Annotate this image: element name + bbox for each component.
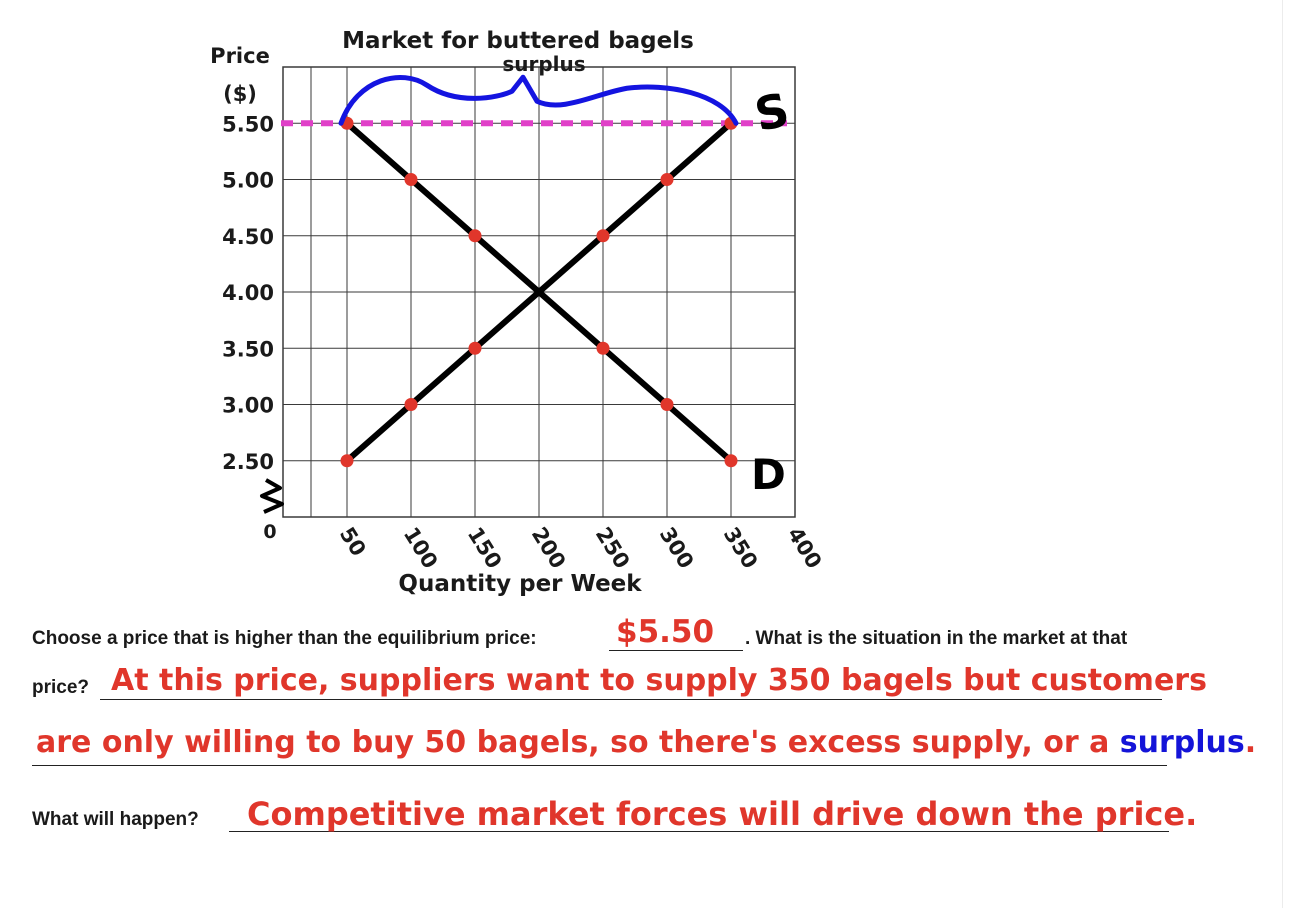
answer-line-2-end: . xyxy=(1244,725,1257,760)
data-point-d xyxy=(724,454,738,468)
answer-blank-3[interactable] xyxy=(32,765,1167,766)
answer-line-2-text: are only willing to buy 50 bagels, so th… xyxy=(36,725,1110,760)
x-tick-label: 200 xyxy=(527,523,571,573)
data-point-d xyxy=(596,341,610,355)
supply-curve-label: S xyxy=(750,82,794,142)
x-tick-label: 150 xyxy=(463,523,507,573)
demand-curve-label: D xyxy=(751,450,786,499)
y-axis-label-unit: ($) xyxy=(223,82,257,106)
y-tick-label: 3.00 xyxy=(222,394,274,418)
data-point-s xyxy=(340,454,354,468)
answer-line-2: are only willing to buy 50 bagels, so th… xyxy=(36,725,1256,760)
answer-line-1: At this price, suppliers want to supply … xyxy=(111,663,1207,698)
x-tick-label: 400 xyxy=(783,523,827,573)
question-2-prefix: price? xyxy=(32,677,90,698)
answer-blank-2[interactable] xyxy=(100,699,1162,700)
answer-equilibrium-price: $5.50 xyxy=(616,614,715,650)
question-1-suffix: . What is the situation in the market at… xyxy=(745,628,1128,649)
data-point-s xyxy=(468,341,482,355)
data-point-d xyxy=(468,229,482,243)
y-tick-label: 5.00 xyxy=(222,169,274,193)
supply-demand-chart: surplus Market for buttered bagels Price (… xyxy=(210,28,827,597)
origin-label: 0 xyxy=(263,521,276,543)
x-tick-label: 50 xyxy=(335,523,371,561)
y-axis-label: Price xyxy=(210,44,270,68)
x-axis-label: Quantity per Week xyxy=(398,571,642,597)
data-point-s xyxy=(596,229,610,243)
answer-surplus-word: surplus xyxy=(1119,725,1245,760)
axis-break-squiggle xyxy=(260,478,284,514)
annotation-layer: surplus xyxy=(338,52,739,126)
x-tick-label: 300 xyxy=(655,523,699,573)
answer-blank-1[interactable] xyxy=(609,650,743,651)
surplus-brace xyxy=(338,74,739,126)
data-point-s xyxy=(404,398,418,411)
y-tick-label: 4.50 xyxy=(222,225,274,249)
question-1-prefix: Choose a price that is higher than the e… xyxy=(32,628,537,649)
data-point-d xyxy=(660,398,674,411)
x-tick-label: 250 xyxy=(591,523,635,573)
chart-title: Market for buttered bagels xyxy=(342,28,694,54)
y-tick-label: 2.50 xyxy=(222,450,274,474)
question-3-prefix: What will happen? xyxy=(32,809,199,830)
y-tick-label: 3.50 xyxy=(222,337,274,361)
x-tick-label: 100 xyxy=(399,523,443,573)
answer-line-3: Competitive market forces will drive dow… xyxy=(247,795,1198,833)
data-point-s xyxy=(660,173,674,186)
y-tick-label: 5.50 xyxy=(222,112,274,136)
y-tick-label: 4.00 xyxy=(222,281,274,305)
x-tick-label: 350 xyxy=(719,523,763,573)
data-point-d xyxy=(404,173,418,186)
surplus-annotation: surplus xyxy=(502,52,585,76)
answer-blank-4[interactable] xyxy=(229,831,1169,832)
